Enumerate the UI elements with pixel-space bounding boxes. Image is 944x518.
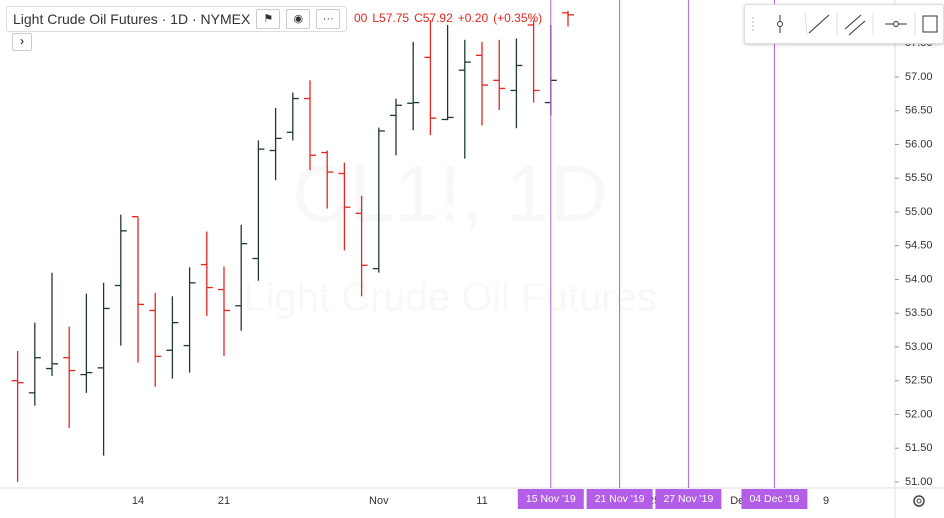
date-marker-badge [741,489,808,509]
more-button[interactable]: ··· [316,9,341,29]
ohlc-bar [149,292,162,387]
ohlc-bar [441,24,454,121]
settings-icon[interactable] [913,495,925,507]
legend-value: L57.75 [372,11,410,25]
ohlc-bar [304,80,316,171]
ohlc-bar [28,322,41,406]
ohlc-bar [321,150,334,209]
ohlc-bar [183,267,196,373]
ohlc-bar [200,231,213,316]
ohlc-bar [132,216,144,363]
ohlc-bar [510,38,523,129]
ohlc-bar [338,162,351,251]
x-tick-label: 11 [476,495,487,507]
y-tick-label: 53.50 [905,307,933,319]
ohlc-bar [390,98,402,156]
ohlc-bar [476,41,488,126]
ohlc-bar [355,195,368,297]
ohlc-bar [80,293,93,393]
x-tick-label: 21 [218,495,230,507]
date-marker-badge [655,489,722,509]
y-tick-label: 53.00 [905,341,933,353]
date-marker-label: 21 Nov '19 [595,493,645,505]
flag-button[interactable]: ⚑ [256,9,281,29]
y-tick-label: 54.00 [905,273,933,285]
date-marker-label: 15 Nov '19 [526,493,576,505]
ohlc-bar [114,214,127,346]
ohlc-bar [218,266,230,356]
y-tick-label: 55.50 [905,172,933,184]
x-tick-label: Nov [369,495,389,507]
symbol-title: Light Crude Oil Futures · 1D · NYMEX [13,11,251,27]
y-tick-label: 55.00 [905,206,933,218]
x-tick-label: 14 [132,495,144,507]
tool-rect[interactable] [922,15,938,33]
y-tick-label: 56.50 [905,105,933,117]
watermark-name: Light Crude Oil Futures [243,276,657,320]
ohlc-bar [63,326,76,428]
y-tick-label: 51.00 [905,476,933,488]
toolbar-icons [752,12,938,36]
ohlc-bar [286,92,299,141]
ohlc-bar [166,296,179,379]
ohlc-bar [97,282,110,456]
y-tick-label: 52.50 [905,375,933,387]
tool-channel[interactable] [844,14,862,30]
ohlc-bar [372,127,385,273]
ohlc-bar [46,272,58,376]
date-marker-label: 27 Nov '19 [663,493,713,505]
x-tick-label: 9 [823,495,829,507]
date-marker-badge [586,489,653,509]
legend-value: C57.92 [414,11,453,25]
watermark-symbol: CL1!, 1D [292,149,608,238]
y-tick-label: 56.00 [905,138,933,150]
ohlc-bar [11,350,24,482]
drawing-toolbar[interactable] [744,4,944,44]
ohlc-bar [493,39,506,111]
legend-values: 00 L57.75 C57.92 +0.20 (+0.35%) [354,11,542,25]
y-tick-label: 57.00 [905,71,933,83]
y-tick-label: 52.00 [905,408,933,420]
expand-button[interactable]: › [12,33,32,51]
tool-trend[interactable] [808,14,830,34]
ohlc-bar [407,41,420,131]
ohlc-bar [527,20,540,103]
ohlc-bar [458,39,471,159]
ohlc-bar [269,107,282,181]
date-marker-label: 04 Dec '19 [749,493,799,505]
legend-value: 00 [354,11,368,25]
ohlc-bar [252,140,265,281]
legend-value: +0.20 [457,11,489,25]
legend-value: (+0.35%) [493,11,543,25]
ohlc-bar [562,10,574,27]
symbol-header[interactable]: Light Crude Oil Futures · 1D · NYMEX ⚑ ◉… [6,6,348,32]
visibility-button[interactable]: ◉ [286,9,311,29]
y-tick-label: 54.50 [905,240,933,252]
date-marker-badge [517,489,584,509]
y-tick-label: 51.50 [905,442,933,454]
watermark: CL1!, 1D Light Crude Oil Futures [243,149,657,319]
ohlc-bar [424,20,437,135]
ohlc-bar [235,224,248,331]
